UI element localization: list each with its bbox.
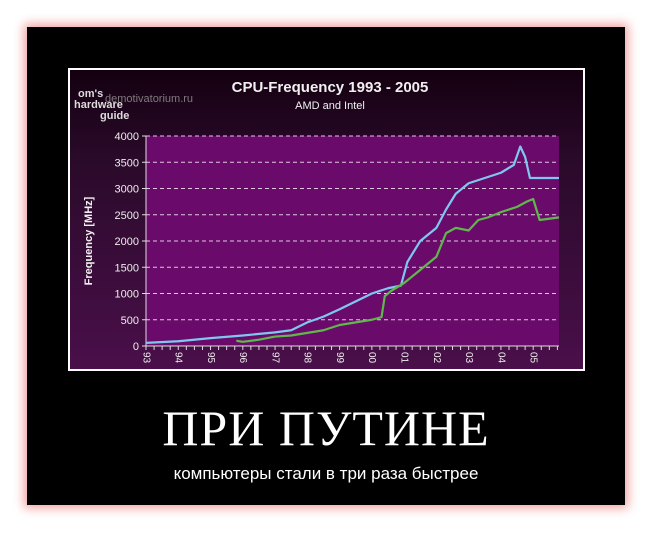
x-tick-label: 04 — [495, 352, 506, 364]
x-tick-label: 98 — [302, 352, 313, 364]
logo: hardware — [74, 99, 123, 111]
series-line-amd — [236, 197, 560, 343]
y-tick-label: 0 — [133, 341, 139, 353]
y-tick-label: 2000 — [115, 236, 139, 248]
cpu-frequency-chart: CPU-Frequency 1993 - 2005 AMD and Intel om… — [74, 79, 560, 364]
watermark: demotivatorium.ru — [105, 93, 193, 105]
x-tick-label: 01 — [398, 352, 409, 364]
x-tick-label: 99 — [334, 352, 345, 364]
y-axis-label: Frequency [MHz] — [83, 196, 95, 285]
series-line-intel — [145, 145, 559, 344]
y-tick-label: 2500 — [115, 210, 139, 222]
poster-headline: ПРИ ПУТИНЕ — [162, 400, 490, 456]
x-tick-label: 97 — [269, 352, 280, 364]
y-tick-label: 4000 — [115, 131, 139, 143]
x-tick-label: 94 — [173, 352, 184, 364]
y-tick-label: 3000 — [115, 184, 139, 196]
y-tick-label: 500 — [121, 315, 139, 327]
x-tick-label: 93 — [140, 352, 151, 364]
x-tick-label: 05 — [528, 352, 539, 364]
x-tick-label: 96 — [237, 352, 248, 364]
chart-subtitle: AMD and Intel — [295, 100, 365, 112]
y-tick-label: 3500 — [115, 157, 139, 169]
logo: om's — [78, 88, 103, 100]
logo: guide — [100, 110, 129, 122]
poster-caption: компьютеры стали в три раза быстрее — [173, 464, 479, 483]
y-tick-label: 1000 — [115, 289, 139, 301]
chart-title: CPU-Frequency 1993 - 2005 — [232, 79, 429, 96]
chart-frame: CPU-Frequency 1993 - 2005 AMD and Intel om… — [68, 68, 585, 371]
y-tick-label: 1500 — [115, 262, 139, 274]
x-tick-label: 00 — [366, 352, 377, 364]
x-tick-label: 95 — [205, 352, 216, 364]
x-tick-label: 02 — [431, 352, 442, 364]
x-tick-label: 03 — [463, 352, 474, 364]
demotivator-poster: CPU-Frequency 1993 - 2005 AMD and Intel om… — [27, 27, 625, 505]
